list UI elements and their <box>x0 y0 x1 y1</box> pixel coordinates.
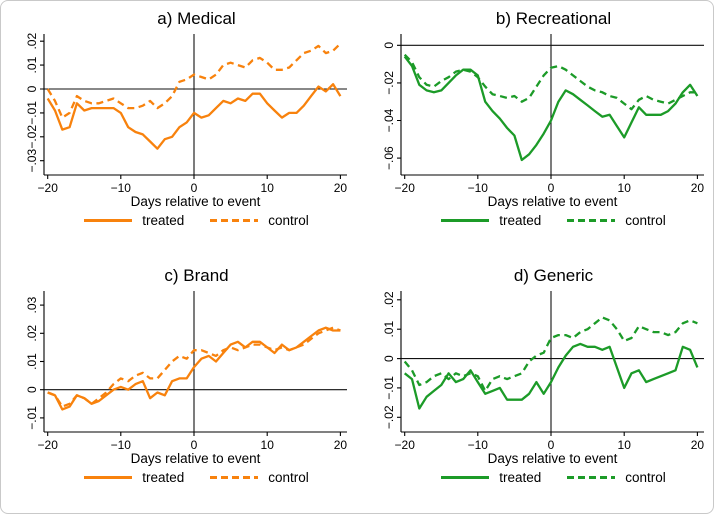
treated-line-swatch <box>84 219 133 222</box>
svg-text:−.01: −.01 <box>382 376 396 400</box>
legend-item-control: control <box>210 213 309 228</box>
control-line-swatch <box>210 476 259 479</box>
control-line-swatch <box>210 219 259 222</box>
svg-text:0: 0 <box>25 85 39 92</box>
svg-text:−10: −10 <box>111 438 132 452</box>
legend-item-control: control <box>567 213 666 228</box>
chart-title-brand: c) Brand <box>164 266 229 285</box>
svg-text:−.01: −.01 <box>25 101 39 125</box>
panel-recreational: b) Recreational 0 −.02 −.04 −.06 −20 −10 0 10 20… <box>358 1 713 258</box>
legend-label-treated: treated <box>499 470 542 485</box>
svg-text:−.04: −.04 <box>382 108 396 132</box>
legend-item-treated: treated <box>441 213 541 228</box>
legend-label-treated: treated <box>142 213 185 228</box>
legend-label-control: control <box>625 470 666 485</box>
svg-text:−.02: −.02 <box>382 405 396 429</box>
treated-line-swatch <box>84 476 133 479</box>
legend-label-treated: treated <box>499 213 542 228</box>
svg-text:.01: .01 <box>25 56 39 73</box>
svg-text:.01: .01 <box>382 321 396 338</box>
svg-text:0: 0 <box>382 355 396 362</box>
svg-text:0: 0 <box>191 181 198 195</box>
line-chart-medical: .02 .01 0 −.01−.02−.03 −20 −10 0 10 20 Days relat… <box>25 33 348 209</box>
treated-line-swatch <box>441 476 490 479</box>
svg-text:10: 10 <box>261 181 275 195</box>
chart-title-generic: d) Generic <box>513 266 594 285</box>
control-line-swatch <box>567 219 616 222</box>
svg-text:20: 20 <box>334 181 348 195</box>
panel-medical: a) Medical .02 .01 0 −.01 −.02 −.03 −20 −10 0 10 2… <box>1 1 358 258</box>
chart-title-recreational: b) Recreational <box>495 9 612 28</box>
legend-label-control: control <box>268 213 309 228</box>
svg-text:0: 0 <box>382 42 396 49</box>
svg-text:0: 0 <box>548 181 555 195</box>
svg-text:.02: .02 <box>25 33 39 50</box>
legend-item-treated: treated <box>84 470 184 485</box>
svg-text:20: 20 <box>691 181 705 195</box>
svg-text:0: 0 <box>548 438 555 452</box>
legend-medical: treated control <box>2 213 357 228</box>
svg-text:−20: −20 <box>38 438 59 452</box>
svg-text:−20: −20 <box>395 438 416 452</box>
svg-text:−.01: −.01 <box>25 406 39 430</box>
svg-text:0: 0 <box>191 438 198 452</box>
legend-label-control: control <box>268 470 309 485</box>
svg-text:−10: −10 <box>468 438 489 452</box>
svg-text:.03: .03 <box>25 296 39 313</box>
legend-recreational: treated control <box>359 213 713 228</box>
legend-item-treated: treated <box>84 213 184 228</box>
svg-text:−20: −20 <box>38 181 59 195</box>
chart-title-medical: a) Medical <box>157 9 236 28</box>
legend-label-control: control <box>625 213 666 228</box>
line-chart-recreational: 0 −.02 −.04 −.06 −20 −10 0 10 20 Days relative to… <box>382 34 705 209</box>
svg-text:20: 20 <box>691 438 705 452</box>
svg-text:10: 10 <box>618 438 632 452</box>
svg-text:.02: .02 <box>25 325 39 342</box>
line-chart-generic: .02 .01 0 −.01 −.02 −20 −10 0 10 20 Days relative … <box>382 291 705 466</box>
svg-text:Days relative to event: Days relative to event <box>131 194 261 209</box>
panel-brand: c) Brand .03 .02 .01 0 −.01 −20 −10 0 10 20 Days r… <box>1 258 358 513</box>
svg-text:Days relative to event: Days relative to event <box>131 451 261 466</box>
legend-item-control: control <box>210 470 309 485</box>
treated-line-swatch <box>441 219 490 222</box>
svg-text:−10: −10 <box>468 181 489 195</box>
legend-label-treated: treated <box>142 470 185 485</box>
svg-text:−20: −20 <box>395 181 416 195</box>
control-line-swatch <box>567 476 616 479</box>
svg-text:0: 0 <box>25 386 39 393</box>
svg-text:Days relative to event: Days relative to event <box>488 451 618 466</box>
svg-text:.02: .02 <box>382 291 396 308</box>
svg-text:−.06: −.06 <box>382 146 396 170</box>
svg-text:Days relative to event: Days relative to event <box>488 194 618 209</box>
svg-text:−.03: −.03 <box>25 149 39 173</box>
legend-brand: treated control <box>2 470 357 485</box>
svg-text:10: 10 <box>261 438 275 452</box>
svg-text:−.02: −.02 <box>382 71 396 95</box>
legend-generic: treated control <box>359 470 713 485</box>
panel-generic: d) Generic .02 .01 0 −.01 −.02 −20 −10 0 10 20 Day… <box>358 258 713 513</box>
svg-text:10: 10 <box>618 181 632 195</box>
legend-item-treated: treated <box>441 470 541 485</box>
svg-text:−.02: −.02 <box>25 125 39 149</box>
svg-text:.01: .01 <box>25 353 39 370</box>
line-chart-brand: .03 .02 .01 0 −.01 −20 −10 0 10 20 Days relative t… <box>25 291 348 466</box>
legend-item-control: control <box>567 470 666 485</box>
svg-text:20: 20 <box>334 438 348 452</box>
svg-text:−10: −10 <box>111 181 132 195</box>
